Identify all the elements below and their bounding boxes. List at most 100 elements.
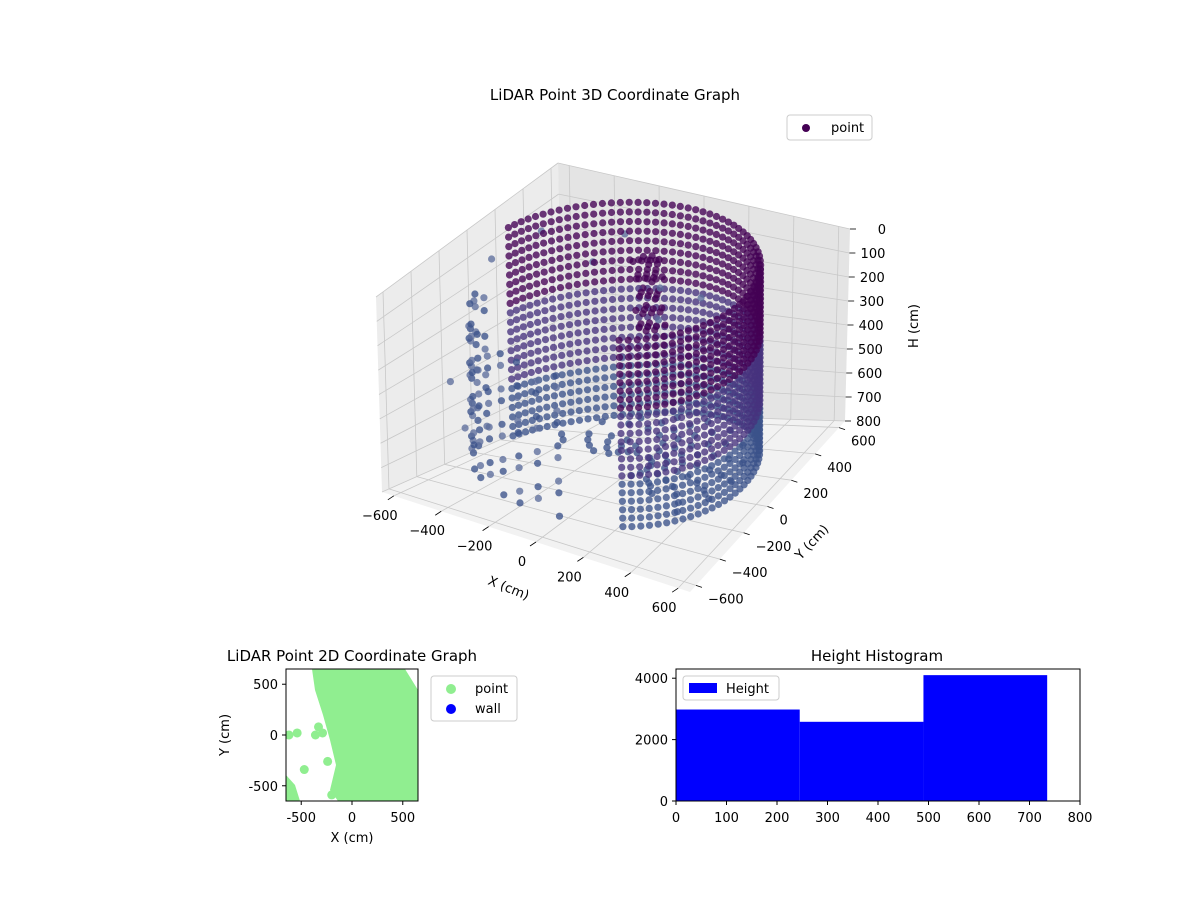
lidar-point bbox=[525, 263, 533, 271]
lidar-point bbox=[706, 237, 714, 245]
lidar-point bbox=[565, 321, 574, 329]
lidar-point bbox=[706, 255, 714, 264]
lidar-point bbox=[735, 342, 744, 350]
lidar-point bbox=[583, 337, 591, 345]
lidar-point bbox=[610, 402, 618, 410]
y-tick-label-3d: 600 bbox=[851, 435, 876, 450]
y-tick-label-3d: 400 bbox=[827, 461, 852, 476]
lidar-point bbox=[634, 386, 642, 395]
lidar-point bbox=[520, 332, 528, 340]
lidar-point bbox=[714, 425, 722, 433]
lidar-point bbox=[521, 418, 530, 426]
lidar-point bbox=[731, 321, 739, 329]
lidar-point bbox=[601, 403, 609, 411]
lidar-point bbox=[712, 267, 721, 275]
lidar-point bbox=[654, 316, 663, 324]
lidar-point bbox=[553, 407, 561, 415]
lidar-point bbox=[731, 422, 739, 430]
z-axis-label-3d: H (cm) bbox=[907, 304, 922, 348]
lidar-point bbox=[700, 423, 709, 431]
lidar-point bbox=[719, 233, 727, 241]
lidar-point bbox=[724, 263, 732, 271]
lidar-point bbox=[566, 350, 574, 358]
lidar-point bbox=[706, 274, 714, 282]
lidar-point bbox=[616, 362, 624, 370]
lidar-point bbox=[684, 335, 693, 343]
lidar-point bbox=[686, 462, 694, 470]
lidar-point bbox=[470, 441, 478, 449]
lidar-point bbox=[625, 378, 633, 387]
lidar-point bbox=[679, 515, 687, 523]
x-tick-mark-3d bbox=[671, 587, 679, 593]
lidar-point bbox=[678, 473, 687, 481]
lidar-point bbox=[542, 355, 550, 363]
lidar-point bbox=[540, 258, 548, 266]
lidar-point bbox=[699, 235, 707, 243]
lidar-point bbox=[552, 383, 560, 391]
lidar-point bbox=[504, 224, 512, 232]
lidar-point bbox=[584, 395, 592, 404]
lidar-point bbox=[706, 228, 714, 236]
lidar-point bbox=[628, 523, 636, 531]
lidar-point bbox=[718, 305, 727, 313]
lidar-point bbox=[693, 442, 702, 450]
lidar-point bbox=[700, 397, 708, 405]
lidar-point bbox=[720, 371, 728, 379]
lidar-point bbox=[573, 242, 581, 250]
lidar-point bbox=[724, 218, 733, 226]
lidar-point bbox=[714, 399, 722, 408]
lidar-point bbox=[581, 240, 589, 248]
lidar-point bbox=[574, 329, 582, 337]
lidar-point bbox=[548, 256, 556, 264]
lidar-point bbox=[692, 324, 700, 332]
lidar-point bbox=[466, 300, 474, 308]
lidar-point bbox=[617, 295, 626, 303]
lidar-point bbox=[592, 404, 601, 412]
lidar-point bbox=[720, 497, 729, 505]
lidar-point bbox=[524, 215, 532, 223]
lidar-point bbox=[626, 285, 634, 293]
lidar-point bbox=[699, 308, 707, 316]
lidar-point bbox=[670, 449, 678, 457]
lidar-point bbox=[592, 385, 600, 393]
lidar-point bbox=[616, 404, 625, 412]
lidar-point bbox=[472, 341, 480, 349]
lidar-point bbox=[720, 488, 729, 496]
lidar-point bbox=[468, 356, 476, 364]
y-axis-label-3d: Y (cm) bbox=[792, 522, 832, 564]
lidar-point bbox=[548, 247, 556, 255]
lidar-point bbox=[533, 299, 541, 307]
lidar-point bbox=[618, 480, 626, 488]
lidar-point bbox=[634, 246, 643, 254]
lidar-point bbox=[651, 351, 660, 359]
point-2d bbox=[327, 790, 337, 800]
lidar-point bbox=[736, 368, 744, 376]
lidar-point bbox=[647, 309, 656, 317]
lidar-point bbox=[731, 455, 739, 464]
lidar-point bbox=[707, 369, 715, 377]
left-grid-z-1 bbox=[376, 193, 559, 322]
lidar-point bbox=[565, 301, 573, 309]
lidar-point bbox=[724, 254, 732, 262]
lidar-point bbox=[567, 389, 575, 397]
lidar-point bbox=[712, 285, 720, 293]
lidar-point bbox=[694, 485, 702, 493]
lidar-point bbox=[608, 237, 616, 246]
lidar-point bbox=[627, 489, 635, 497]
lidar-point bbox=[592, 394, 600, 402]
lidar-point bbox=[685, 377, 693, 385]
lidar-point bbox=[736, 477, 744, 485]
lidar-point bbox=[476, 438, 484, 446]
x-tick-label-hist: 0 bbox=[672, 811, 680, 826]
lidar-point bbox=[731, 405, 739, 413]
lidar-point bbox=[726, 493, 734, 501]
lidar-point bbox=[555, 216, 563, 224]
lidar-point bbox=[719, 312, 728, 320]
lidar-point bbox=[736, 401, 744, 409]
lidar-point bbox=[508, 394, 516, 402]
lidar-point bbox=[635, 403, 643, 412]
lidar-point bbox=[558, 361, 566, 369]
lidar-point bbox=[684, 315, 693, 323]
lidar-point bbox=[670, 432, 678, 440]
lidar-point bbox=[618, 324, 626, 332]
